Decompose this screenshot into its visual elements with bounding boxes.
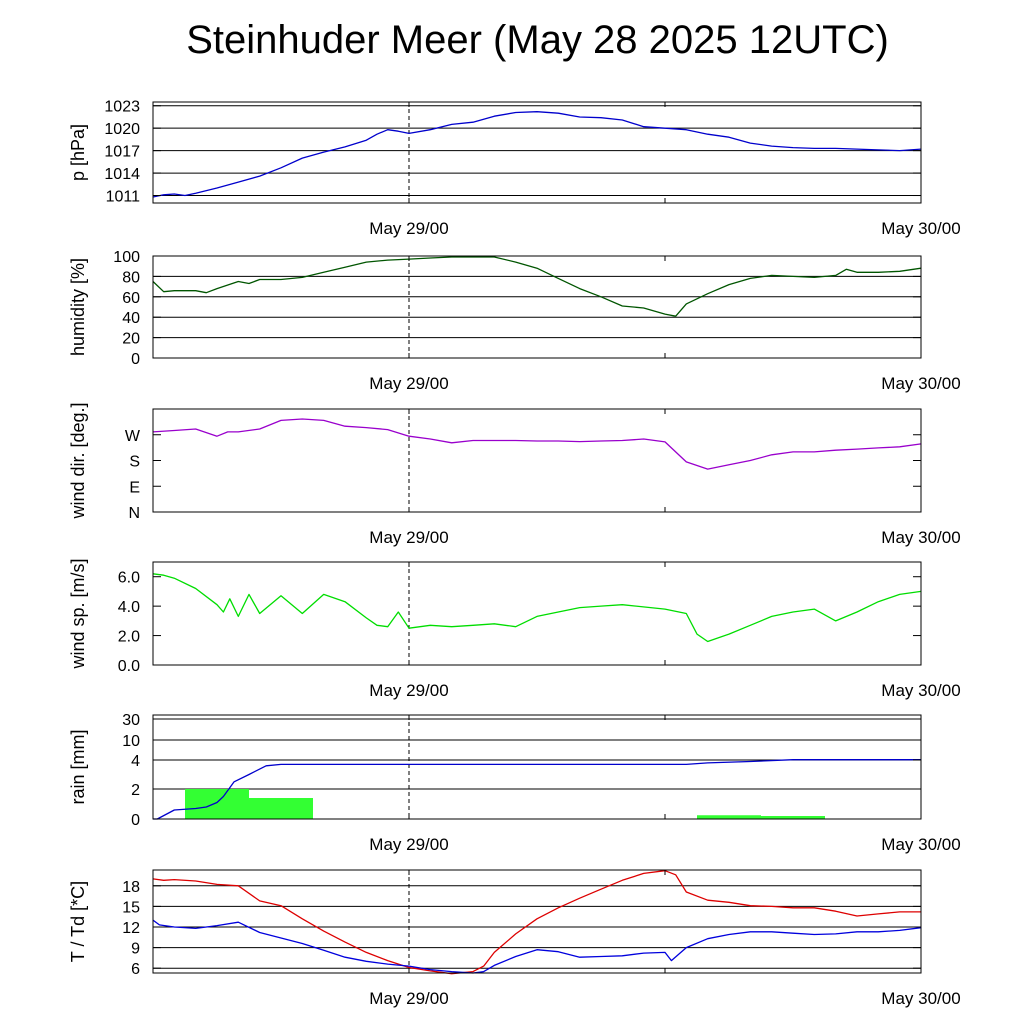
panel-1: 1011 1014 1017 1020 1023 p [hPa] May 29/00 May … bbox=[68, 99, 961, 238]
x-tick-label: May 30/00 bbox=[881, 989, 960, 1008]
rain-bar bbox=[761, 816, 825, 819]
y-tick-label: 30 bbox=[122, 712, 140, 729]
y-tick-label: 4.0 bbox=[118, 599, 140, 616]
x-tick-label: May 29/00 bbox=[369, 989, 448, 1008]
y-tick-label: 10 bbox=[122, 733, 140, 750]
y-axis-label: wind sp. [m/s] bbox=[68, 558, 88, 669]
series-line-1 bbox=[152, 418, 922, 470]
plot-frame bbox=[152, 408, 922, 513]
plot-frame bbox=[152, 869, 922, 974]
y-tick-label: 0 bbox=[131, 812, 140, 829]
y-tick-label: 1020 bbox=[104, 121, 140, 138]
y-axis-label: humidity [%] bbox=[68, 258, 88, 356]
rain-bar bbox=[185, 789, 249, 819]
series-line-Td bbox=[152, 919, 922, 974]
y-tick-label: 6.0 bbox=[118, 570, 140, 587]
panel-2: 0 20 40 60 80 100 humidity [%] May 29/00 May 30/… bbox=[68, 249, 961, 393]
y-tick-label: E bbox=[129, 479, 140, 496]
y-tick-label: 2.0 bbox=[118, 629, 140, 646]
y-tick-label: 1017 bbox=[104, 144, 140, 161]
plot-frame bbox=[152, 561, 922, 666]
x-tick-label: May 30/00 bbox=[881, 835, 960, 854]
x-tick-label: May 30/00 bbox=[881, 681, 960, 700]
y-tick-label: 15 bbox=[122, 899, 140, 916]
y-axis-label: p [hPa] bbox=[68, 124, 88, 181]
panel-5: 0 2 4 10 30 rain [mm] May 29/00 May 30/00 bbox=[68, 712, 961, 854]
panel-6: 6 9 12 15 18 T / Td [*C] May 29/00 May 30/00 bbox=[68, 869, 961, 1008]
rain-bar bbox=[249, 798, 313, 819]
series-line-1 bbox=[152, 256, 922, 317]
y-tick-label: 9 bbox=[131, 941, 140, 958]
series-line-1 bbox=[152, 111, 922, 198]
series-line-1 bbox=[152, 573, 922, 643]
y-tick-label: 1014 bbox=[104, 166, 140, 183]
y-tick-label: 4 bbox=[131, 753, 140, 770]
x-tick-label: May 29/00 bbox=[369, 219, 448, 238]
panel-4: 0.0 2.0 4.0 6.0 wind sp. [m/s] May 29/00 May 3… bbox=[68, 558, 961, 700]
y-tick-label: 60 bbox=[122, 290, 140, 307]
y-tick-label: S bbox=[129, 454, 140, 471]
rain-bar bbox=[697, 815, 761, 819]
x-tick-label: May 29/00 bbox=[369, 374, 448, 393]
x-tick-label: May 29/00 bbox=[369, 681, 448, 700]
y-tick-label: 6 bbox=[131, 961, 140, 978]
x-tick-label: May 30/00 bbox=[881, 219, 960, 238]
series-line-1 bbox=[153, 759, 921, 820]
y-tick-label: 0 bbox=[131, 351, 140, 368]
y-tick-label: 12 bbox=[122, 920, 140, 937]
x-tick-label: May 29/00 bbox=[369, 528, 448, 547]
y-tick-label: 2 bbox=[131, 782, 140, 799]
chart-title: Steinhuder Meer (May 28 2025 12UTC) bbox=[186, 18, 889, 62]
x-tick-label: May 29/00 bbox=[369, 835, 448, 854]
plot-frame bbox=[152, 255, 922, 359]
series-line-T bbox=[152, 870, 921, 975]
x-tick-label: May 30/00 bbox=[881, 528, 960, 547]
plot-frame bbox=[152, 714, 922, 820]
y-tick-label: 1011 bbox=[106, 189, 141, 206]
y-tick-label: N bbox=[128, 505, 140, 522]
y-tick-label: 1023 bbox=[104, 99, 140, 116]
y-tick-label: 0.0 bbox=[118, 658, 140, 675]
y-tick-label: 80 bbox=[122, 269, 140, 286]
y-tick-label: 100 bbox=[113, 249, 140, 266]
y-axis-label: wind dir. [deg.] bbox=[68, 402, 88, 519]
y-tick-label: 20 bbox=[122, 331, 140, 348]
y-tick-label: 18 bbox=[122, 879, 140, 896]
y-tick-label: 40 bbox=[122, 310, 140, 327]
x-tick-label: May 30/00 bbox=[881, 374, 960, 393]
y-axis-label: rain [mm] bbox=[68, 729, 88, 804]
y-tick-label: W bbox=[125, 428, 141, 445]
y-axis-label: T / Td [*C] bbox=[68, 881, 88, 962]
plot-frame bbox=[152, 101, 922, 204]
